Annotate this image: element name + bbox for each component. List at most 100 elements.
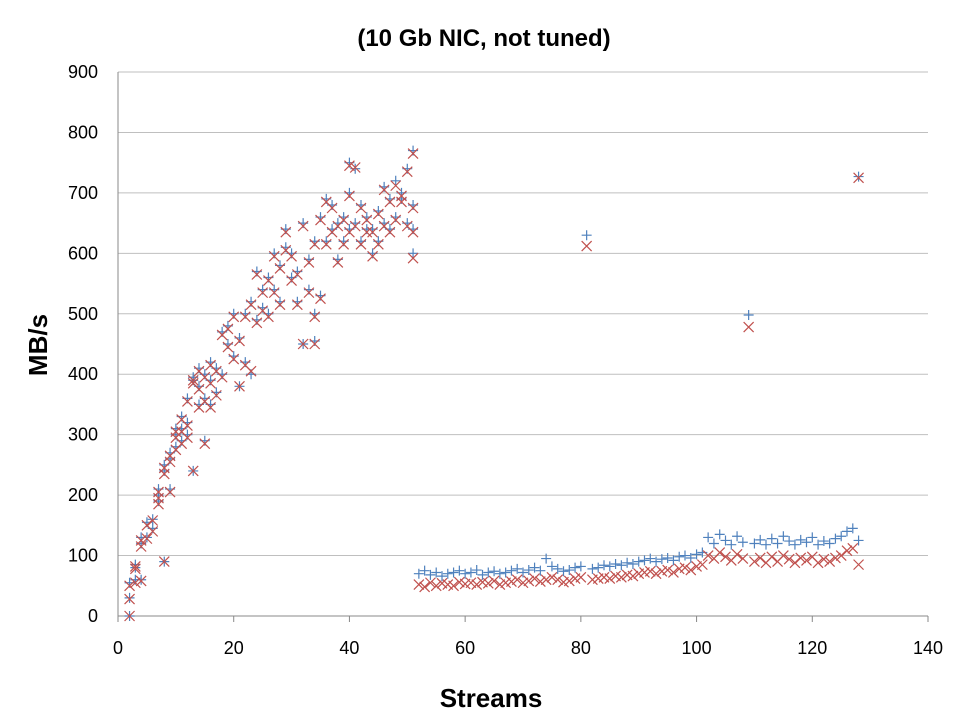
data-point — [801, 554, 812, 566]
data-point — [535, 565, 546, 576]
data-point — [708, 538, 719, 549]
data-point — [755, 534, 766, 545]
data-point — [367, 250, 378, 262]
data-point — [714, 547, 726, 558]
data-point — [135, 575, 147, 587]
data-point — [407, 202, 419, 214]
data-point — [170, 426, 182, 438]
data-point — [355, 202, 367, 214]
data-point — [315, 293, 326, 305]
y-tick-label: 800 — [68, 122, 98, 142]
data-point — [286, 250, 297, 262]
data-point — [801, 537, 812, 548]
data-point — [315, 214, 326, 226]
data-point — [419, 565, 430, 576]
data-point — [216, 371, 228, 383]
data-point — [563, 575, 575, 587]
data-point — [604, 561, 615, 572]
data-point — [390, 180, 402, 192]
data-point — [685, 564, 697, 576]
data-point — [575, 571, 587, 583]
data-point — [668, 567, 679, 578]
data-point — [853, 172, 864, 184]
data-point — [349, 220, 361, 232]
data-point — [234, 335, 245, 347]
data-point — [604, 573, 616, 584]
data-point — [147, 515, 159, 526]
data-point — [599, 560, 609, 571]
data-point — [297, 220, 309, 232]
data-point — [512, 563, 523, 574]
data-point — [651, 556, 662, 567]
data-point — [564, 565, 575, 576]
data-point — [263, 275, 274, 286]
data-point — [205, 402, 216, 413]
data-point — [489, 566, 500, 577]
data-point — [842, 526, 852, 537]
y-tick-label: 300 — [68, 425, 98, 445]
x-tick-label: 40 — [339, 638, 359, 658]
y-axis-title: MB/s — [23, 314, 53, 376]
data-point — [372, 208, 384, 220]
data-point — [737, 537, 748, 548]
x-tick-label: 20 — [224, 638, 244, 658]
data-point — [234, 380, 245, 392]
data-point — [702, 550, 714, 561]
data-point — [818, 536, 829, 547]
data-point — [616, 560, 627, 571]
data-point — [644, 565, 656, 577]
data-point — [853, 535, 864, 546]
data-point — [743, 321, 755, 333]
data-point — [309, 338, 321, 350]
data-point — [129, 577, 141, 589]
data-point — [251, 317, 263, 329]
y-tick-label: 500 — [68, 304, 98, 324]
data-point — [124, 593, 135, 605]
data-point — [518, 567, 528, 578]
data-point — [268, 287, 280, 299]
data-point — [124, 580, 135, 592]
data-point — [749, 538, 760, 549]
data-point — [853, 171, 864, 182]
data-point — [297, 338, 309, 350]
data-point — [332, 256, 344, 268]
data-point — [720, 551, 731, 563]
data-point — [575, 561, 586, 572]
data-point — [431, 567, 442, 578]
data-point — [830, 552, 841, 564]
data-point — [193, 383, 205, 395]
data-point — [135, 535, 147, 546]
data-point — [546, 571, 558, 583]
data-point — [696, 559, 708, 571]
data-point — [540, 574, 552, 586]
data-point — [795, 552, 807, 564]
data-point — [326, 202, 338, 214]
gridlines — [118, 71, 928, 557]
data-point — [124, 592, 135, 603]
data-point — [529, 562, 540, 573]
y-tick-label: 0 — [88, 606, 98, 626]
data-point — [691, 561, 702, 572]
data-point — [581, 230, 592, 241]
data-point — [274, 263, 286, 274]
data-point — [396, 190, 407, 202]
data-point — [749, 556, 760, 568]
data-point — [251, 269, 263, 280]
data-point — [280, 226, 292, 238]
data-point — [320, 238, 332, 250]
x-tick-label: 0 — [113, 638, 123, 658]
series-x-markers — [124, 148, 864, 622]
data-point — [407, 148, 419, 160]
data-point — [726, 539, 737, 550]
data-point — [615, 571, 627, 583]
data-point — [761, 539, 771, 550]
data-point — [807, 532, 818, 543]
data-point — [437, 571, 447, 582]
data-point — [384, 226, 396, 238]
data-point — [534, 576, 546, 587]
x-tick-label: 80 — [571, 638, 591, 658]
x-tick-label: 100 — [682, 638, 712, 658]
data-point — [390, 214, 402, 226]
data-point — [124, 610, 135, 622]
data-point — [291, 299, 303, 311]
